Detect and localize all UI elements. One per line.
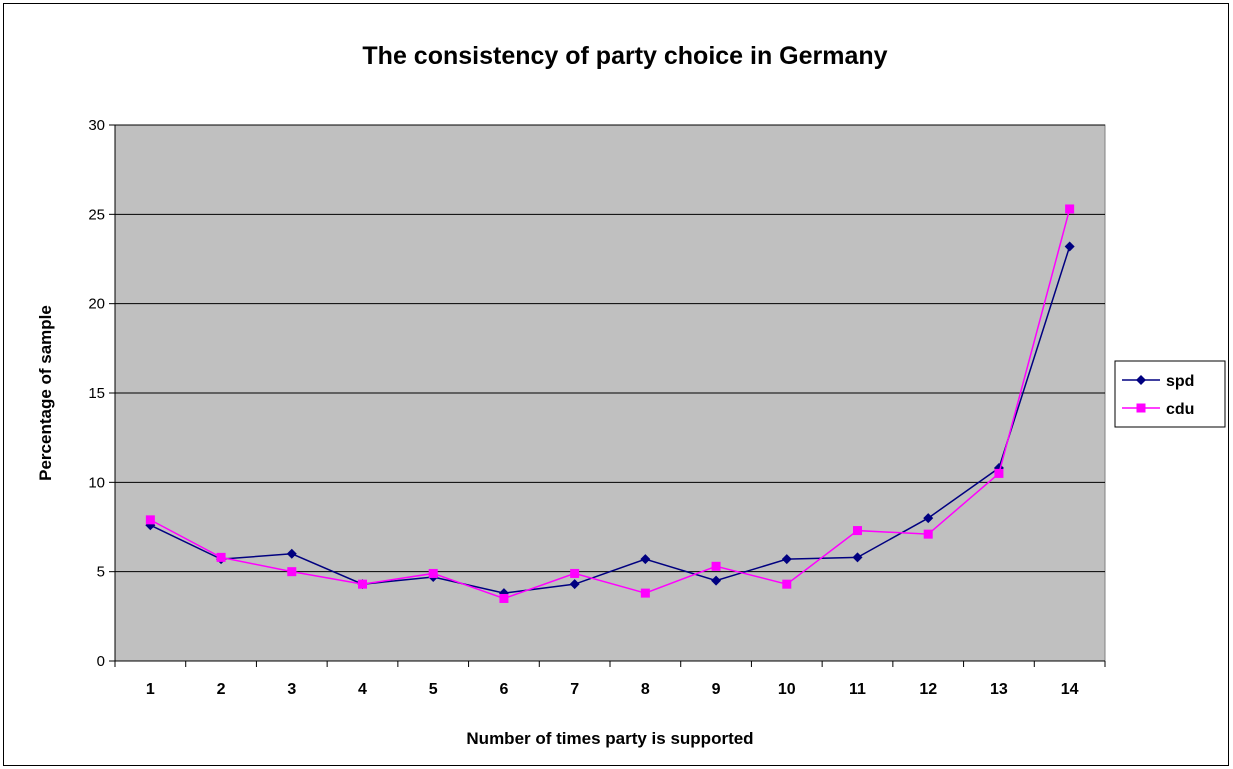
data-point-cdu: [428, 568, 438, 578]
x-axis-title: Number of times party is supported: [466, 729, 753, 748]
y-tick-label: 30: [88, 117, 105, 134]
data-point-cdu: [1065, 204, 1075, 214]
x-tick-label: 14: [1061, 681, 1079, 698]
legend-label: cdu: [1166, 401, 1194, 418]
data-point-cdu: [145, 515, 155, 525]
x-tick-label: 3: [287, 681, 296, 698]
data-point-spd: [852, 552, 863, 563]
x-axis-ticks: 1 2 3 4 5 6 7 8 9 10 11 12 13 14: [114, 661, 1106, 698]
data-point-cdu: [782, 579, 792, 589]
x-tick-label: 5: [429, 681, 438, 698]
x-tick-label: 12: [919, 681, 937, 698]
data-point-spd: [781, 554, 792, 565]
data-point-cdu: [853, 526, 862, 536]
legend-marker: [1136, 403, 1146, 413]
data-point-cdu: [923, 529, 933, 539]
y-axis-title: Percentage of sample: [36, 305, 55, 481]
legend-label: spd: [1166, 373, 1194, 390]
y-tick-label: 25: [88, 206, 105, 223]
data-point-spd: [711, 575, 722, 586]
data-point-cdu: [287, 567, 297, 577]
y-tick-label: 0: [97, 653, 105, 670]
y-axis-ticks: 0 5 10 15 20 25 30: [88, 117, 115, 670]
x-tick-label: 2: [217, 681, 226, 698]
x-tick-label: 4: [358, 681, 367, 698]
y-tick-label: 15: [88, 385, 105, 402]
data-point-spd: [640, 554, 651, 565]
data-point-cdu: [570, 568, 580, 578]
x-tick-label: 6: [499, 681, 508, 698]
data-point-cdu: [216, 552, 226, 562]
series-cdu: [145, 204, 1075, 603]
x-tick-label: 13: [990, 681, 1008, 698]
x-tick-label: 9: [712, 681, 721, 698]
x-tick-label: 11: [849, 681, 866, 698]
data-point-cdu: [499, 593, 509, 603]
y-tick-label: 5: [97, 564, 105, 581]
x-tick-label: 8: [641, 681, 650, 698]
data-point-spd: [923, 513, 934, 524]
legend-item-spd: spd: [1122, 373, 1194, 390]
x-tick-label: 1: [146, 681, 155, 698]
legend: spd cdu: [1114, 360, 1226, 428]
data-point-spd: [1064, 241, 1075, 252]
chart-title: The consistency of party choice in Germa…: [362, 42, 887, 70]
y-tick-label: 10: [88, 474, 105, 491]
x-tick-label: 10: [778, 681, 796, 698]
data-point-spd: [569, 579, 580, 590]
series-layer: [145, 204, 1075, 603]
data-point-spd: [286, 548, 297, 559]
series-line-cdu: [150, 208, 1071, 600]
gridlines: [115, 124, 1105, 573]
data-point-cdu: [994, 468, 1004, 478]
legend-box: [1114, 360, 1226, 428]
series-line-spd: [150, 246, 1071, 594]
legend-marker: [1136, 375, 1146, 385]
data-point-cdu: [358, 579, 367, 589]
data-point-cdu: [640, 588, 650, 598]
y-tick-label: 20: [88, 296, 105, 313]
x-tick-label: 7: [570, 681, 579, 698]
legend-item-cdu: cdu: [1122, 401, 1194, 418]
data-point-cdu: [711, 561, 721, 571]
